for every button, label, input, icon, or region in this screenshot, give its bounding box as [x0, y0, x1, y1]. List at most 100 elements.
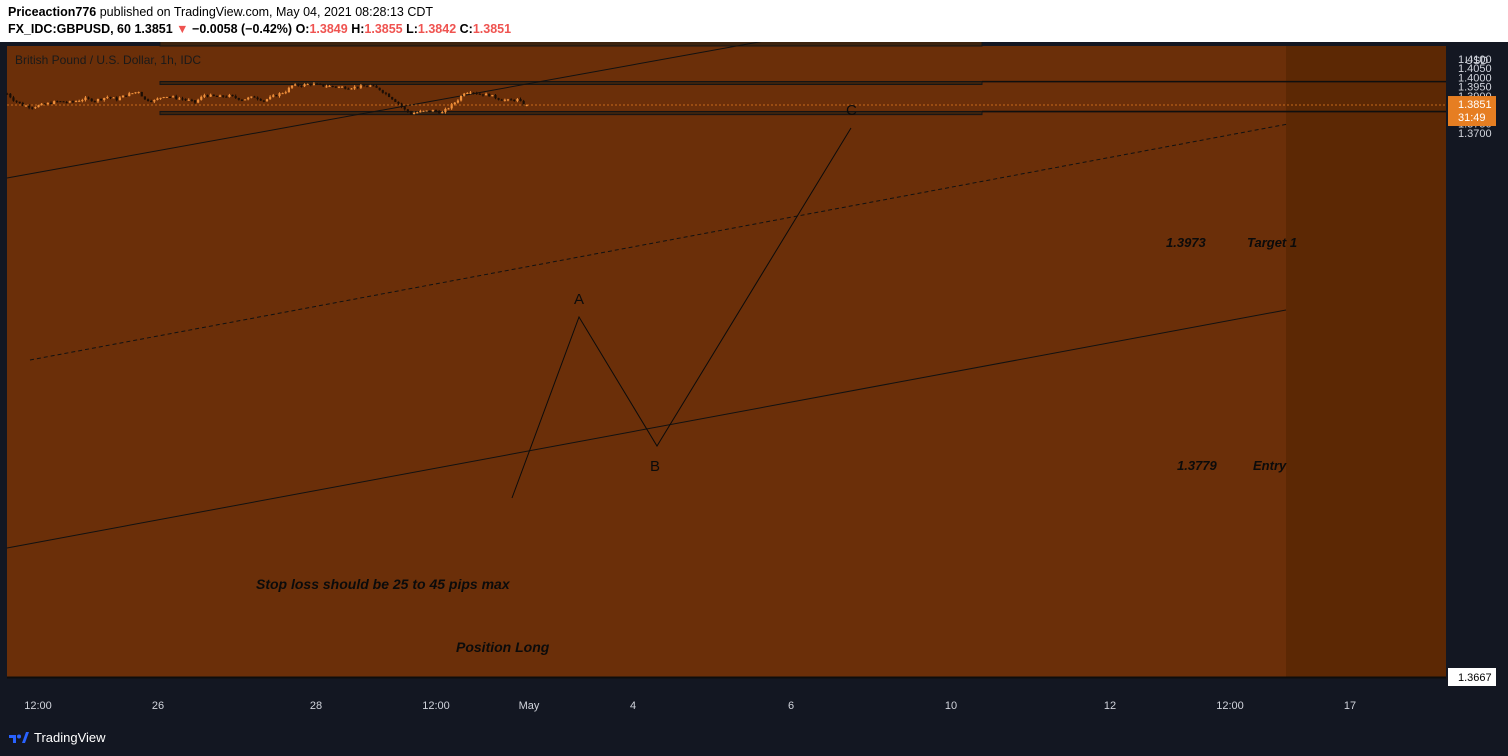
candle: [394, 99, 397, 102]
candle: [525, 105, 528, 107]
candle: [243, 99, 247, 101]
candle: [140, 92, 143, 97]
candle: [68, 101, 71, 103]
level-name-label: Target 1: [1247, 235, 1297, 250]
candle: [175, 96, 178, 99]
candle: [171, 96, 175, 98]
candle: [428, 110, 431, 112]
candle: [103, 97, 106, 101]
tradingview-brand[interactable]: TradingView: [34, 730, 106, 745]
candle: [178, 98, 181, 100]
candle: [212, 94, 215, 96]
wave-label: A: [574, 291, 584, 308]
candle: [359, 85, 362, 88]
candle: [265, 99, 269, 101]
last-price: 1.3851: [134, 22, 173, 36]
candle: [209, 94, 212, 97]
crosshair-price-badge: [1448, 668, 1496, 686]
candle: [369, 85, 372, 87]
ohlc-info: FX_IDC:GBPUSD, 60 1.3851 ▼ −0.0058 (−0.4…: [8, 22, 511, 36]
price-change: −0.0058 (−0.42%): [192, 22, 293, 36]
candle: [81, 100, 84, 102]
candle: [375, 85, 378, 88]
candle: [184, 99, 187, 101]
crosshair-price-label: 1.3667: [1458, 672, 1492, 684]
candle: [381, 90, 384, 93]
candle: [475, 92, 478, 94]
candle: [12, 97, 15, 101]
candle: [118, 97, 121, 101]
candle: [121, 95, 125, 98]
candle: [62, 101, 65, 103]
top-partial-zone: [159, 42, 983, 47]
candle: [272, 95, 275, 97]
candle: [413, 113, 416, 115]
candle: [87, 97, 90, 99]
candle: [96, 99, 100, 102]
candle: [366, 86, 369, 88]
wave-label: C: [846, 102, 857, 119]
candle: [290, 85, 294, 88]
candle: [115, 97, 118, 101]
candle: [203, 95, 206, 97]
candle: [344, 86, 347, 89]
candle: [6, 93, 9, 95]
candle: [384, 92, 388, 94]
candle: [131, 93, 134, 95]
candle: [153, 99, 156, 102]
price-chart[interactable]: British Pound / U.S. Dollar, 1h, IDC USD1…: [0, 42, 1508, 719]
candle: [200, 96, 203, 100]
candle: [516, 98, 519, 101]
x-tick-label: 12:00: [1216, 700, 1244, 712]
last-price-badge-label: 1.3851: [1458, 99, 1492, 111]
candle: [303, 84, 306, 87]
chart-annotation: Stop loss should be 25 to 45 pips max: [256, 576, 511, 592]
candle: [503, 99, 506, 101]
candle: [484, 93, 488, 96]
candle: [259, 99, 262, 101]
close-label: C:: [459, 22, 473, 36]
candle: [90, 98, 93, 102]
author-name[interactable]: Priceaction776: [8, 5, 97, 19]
candle: [43, 103, 46, 105]
candle: [422, 110, 425, 112]
candle: [491, 94, 494, 97]
candle: [362, 85, 366, 87]
y-tick-label: 1.4050: [1458, 63, 1492, 75]
candle: [494, 94, 497, 99]
candle: [74, 101, 78, 103]
candle: [137, 92, 140, 94]
candle: [253, 96, 256, 98]
candle: [256, 97, 259, 100]
candle: [143, 96, 147, 100]
candle: [444, 108, 447, 113]
candle: [497, 98, 500, 100]
candle: [247, 97, 250, 100]
candle: [409, 111, 413, 115]
candle: [478, 93, 481, 95]
channel-upper-line: [6, 42, 762, 179]
candle: [466, 93, 469, 95]
high-label: H:: [351, 22, 365, 36]
candle: [334, 86, 337, 88]
candle: [372, 85, 375, 87]
candle: [463, 93, 466, 96]
tradingview-logo-icon[interactable]: [8, 729, 30, 745]
candle: [234, 96, 237, 99]
candle: [9, 93, 12, 98]
candle: [125, 95, 128, 97]
y-tick-label: 1.4100: [1458, 54, 1492, 66]
candle: [24, 105, 28, 107]
candle: [106, 96, 109, 98]
candle: [100, 99, 103, 101]
candle: [356, 86, 359, 88]
candle: [281, 93, 284, 95]
candle: [262, 100, 265, 102]
candle: [28, 105, 31, 108]
x-tick-label: 12:00: [422, 700, 450, 712]
candle: [31, 107, 34, 109]
y-tick-label: 1.3950: [1458, 82, 1492, 94]
candle: [21, 102, 24, 106]
candle: [519, 98, 522, 102]
open-label: O:: [295, 22, 310, 36]
